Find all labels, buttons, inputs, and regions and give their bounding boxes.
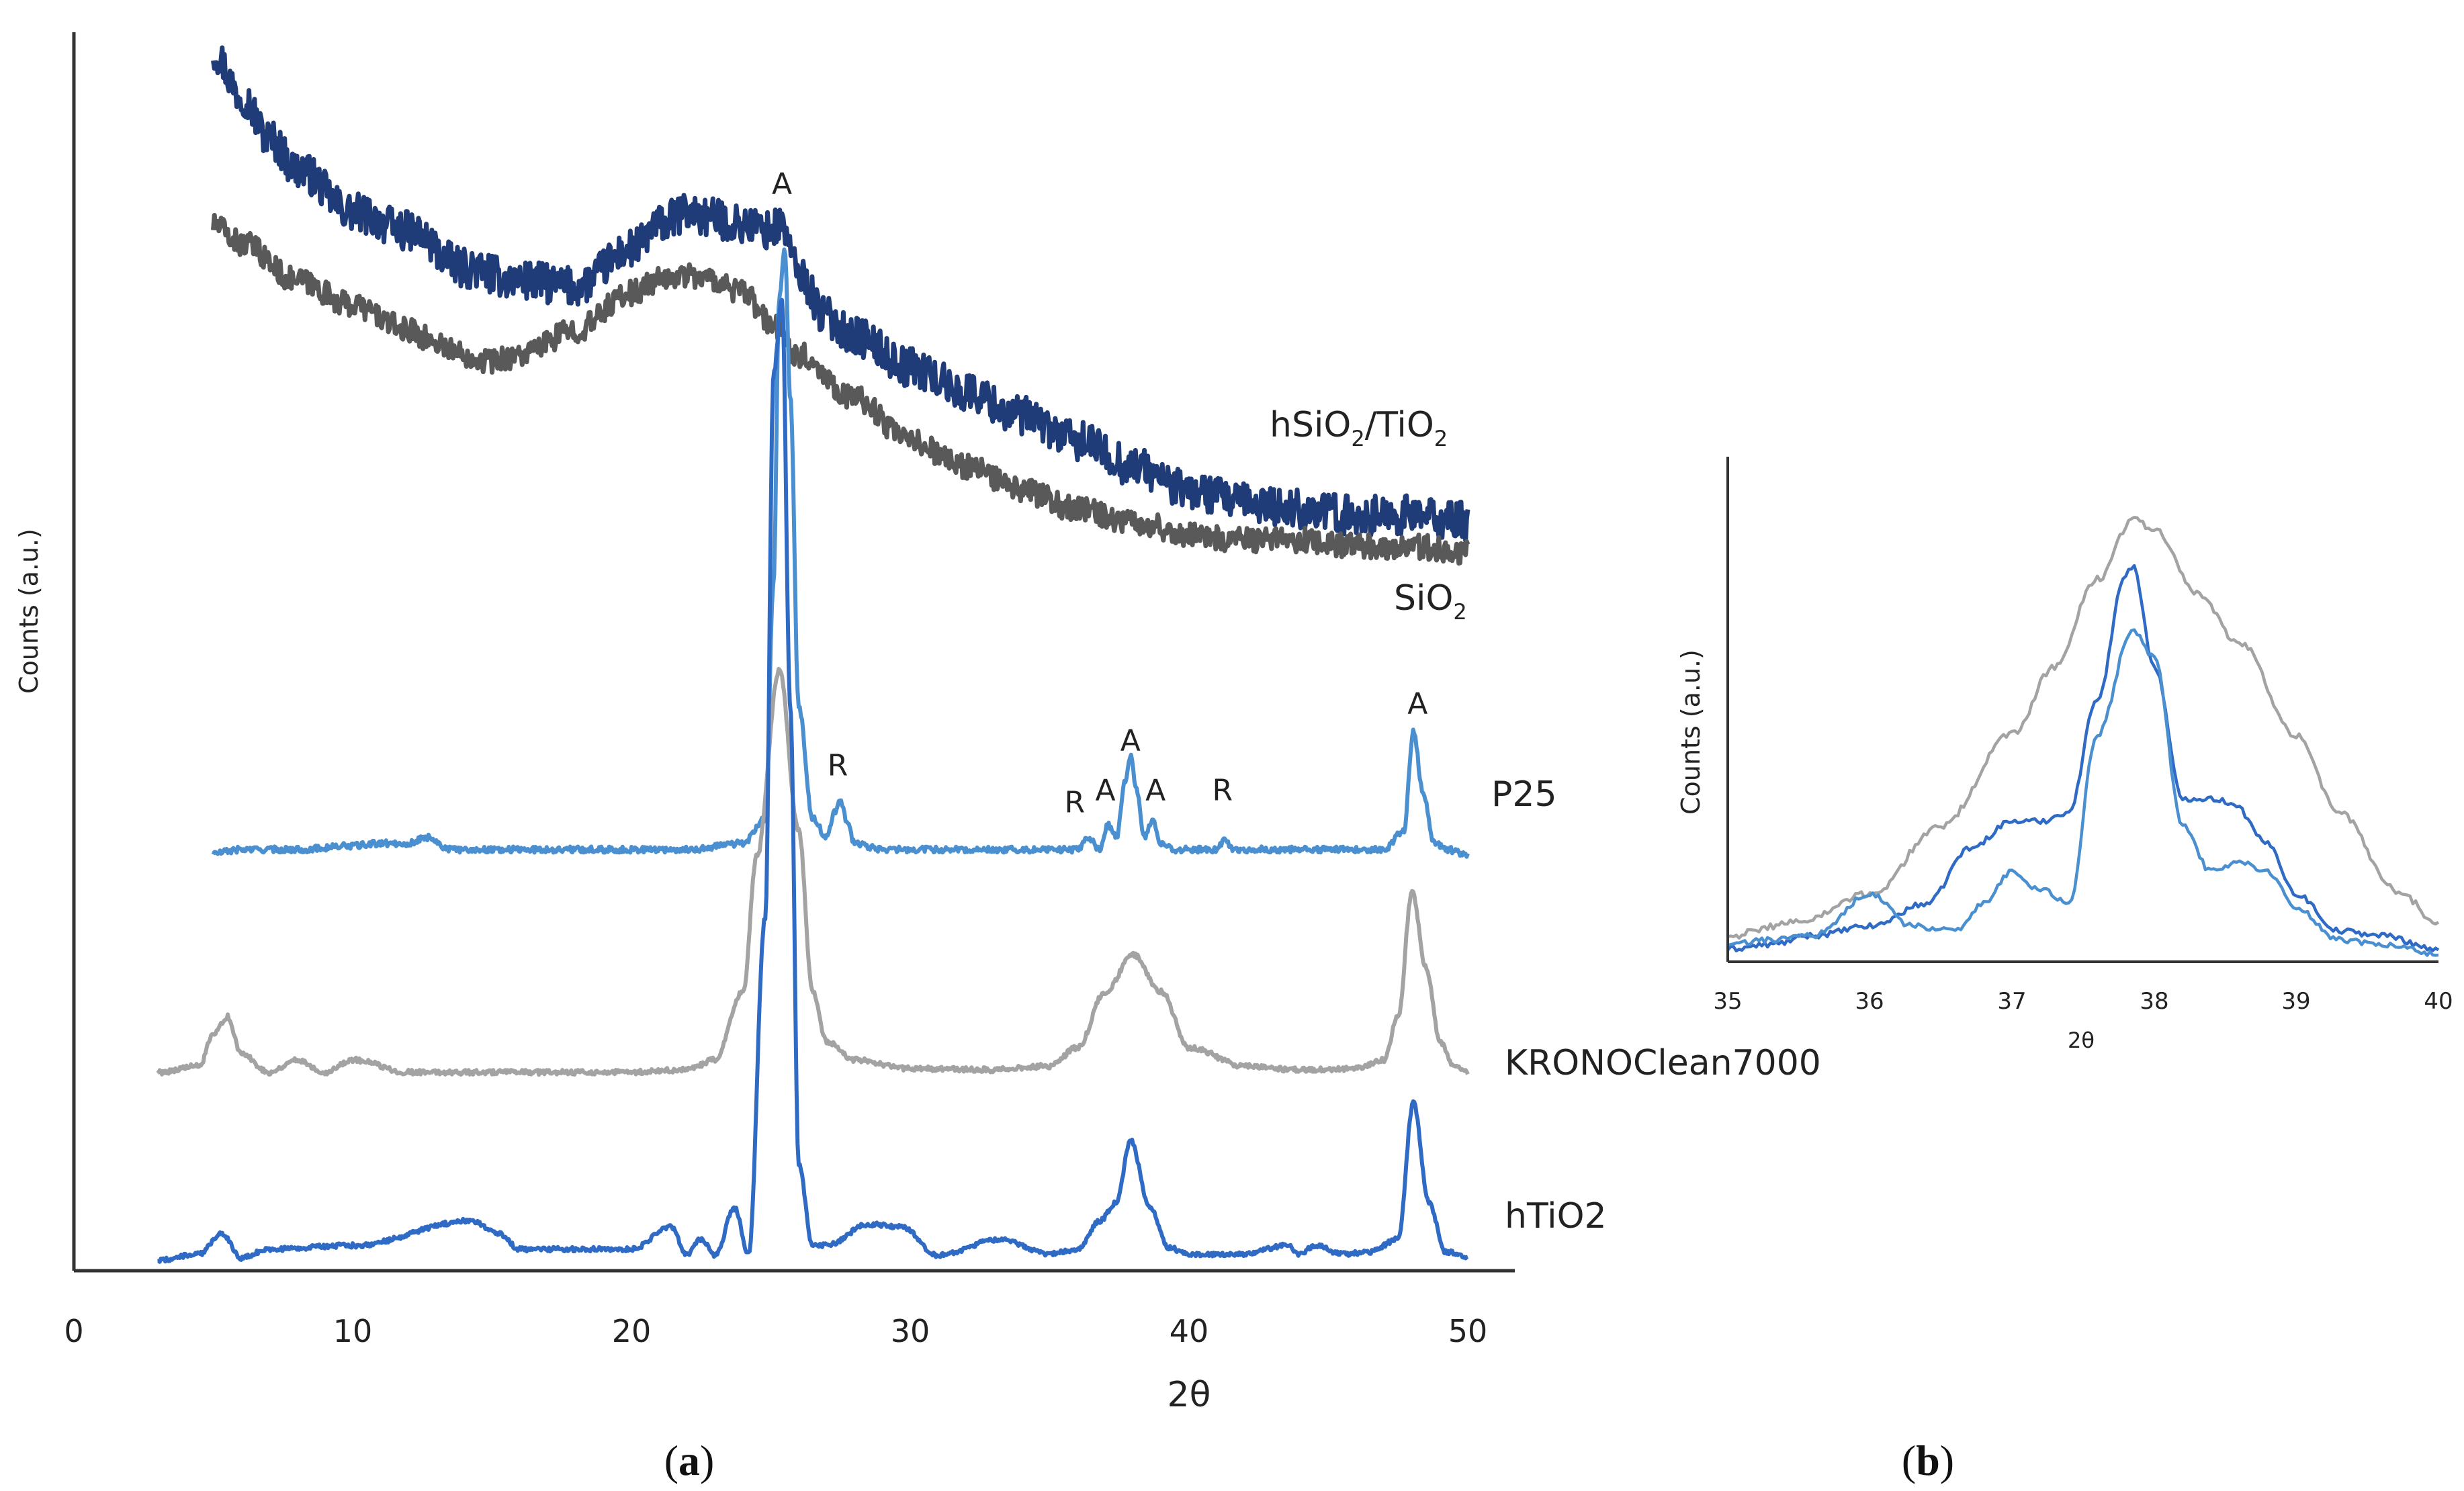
- peak-annotation: A: [1120, 724, 1141, 758]
- panel-b-x-tick-label: 38: [2140, 988, 2168, 1015]
- panel-b-x-tick-label: 40: [2424, 988, 2453, 1015]
- series-label-htio2: hTiO2: [1505, 1196, 1607, 1236]
- panel-b-series-group: [1726, 515, 2440, 957]
- panel-a-x-tick-label: 10: [333, 1313, 373, 1349]
- peak-annotation: R: [1065, 786, 1086, 820]
- panel-b-x-tick-label: 35: [1713, 988, 1742, 1015]
- inset-line-htio2: [1726, 563, 2440, 953]
- inset-line-p25: [1727, 628, 2439, 957]
- inset-line-kronoclean7000: [1727, 515, 2440, 940]
- series-line-hsio2-tio2: [211, 45, 1470, 543]
- panel-a-x-axis-label: 2θ: [1168, 1375, 1211, 1415]
- peak-annotation: A: [1095, 773, 1115, 807]
- panel-b: 35 36 37 38 39 40 2θ Counts (a.u.) (b): [1676, 457, 2453, 1484]
- panel-a-series-group: [156, 45, 1470, 1264]
- series-line-sio2: [211, 213, 1470, 566]
- panel-b-x-tick-label: 39: [2281, 988, 2310, 1015]
- panel-b-x-axis-label: 2θ: [2068, 1028, 2095, 1053]
- series-label-kronoclean7000: KRONOClean7000: [1505, 1043, 1821, 1083]
- series-line-p25: [211, 247, 1470, 859]
- peak-annotation: A: [772, 167, 792, 201]
- panel-a-y-axis-label: Counts (a.u.): [14, 529, 44, 694]
- panel-a-x-tick-label: 30: [891, 1313, 930, 1349]
- peak-annotation: R: [828, 748, 848, 782]
- panel-a: 0 10 20 30 40 50 2θ Counts (a.u.) hSiO2/…: [14, 32, 1821, 1484]
- peak-annotation: A: [1145, 773, 1165, 807]
- series-label-hsio2-tio2: hSiO2/TiO2: [1270, 405, 1448, 451]
- series-label-p25: P25: [1491, 774, 1557, 815]
- panel-a-x-tick-label: 20: [612, 1313, 652, 1349]
- peak-annotation: A: [1407, 686, 1427, 721]
- panel-b-x-tick-label: 37: [1997, 988, 2026, 1015]
- panel-b-y-axis-label: Counts (a.u.): [1676, 649, 1706, 815]
- series-line-kronoclean7000: [156, 666, 1470, 1077]
- series-label-sio2: SiO2: [1394, 578, 1467, 625]
- panel-a-caption: (a): [664, 1437, 715, 1484]
- panel-a-x-tick-label: 0: [64, 1313, 83, 1349]
- panel-a-peak-annotations: A R R A A A R A: [772, 167, 1427, 820]
- peak-annotation: R: [1213, 773, 1233, 807]
- series-line-htio2: [157, 298, 1469, 1264]
- panel-b-x-tick-label: 36: [1855, 988, 1884, 1015]
- panel-b-caption: (b): [1902, 1437, 1954, 1484]
- panel-a-x-tick-label: 40: [1170, 1313, 1209, 1349]
- panel-a-x-tick-label: 50: [1448, 1313, 1488, 1349]
